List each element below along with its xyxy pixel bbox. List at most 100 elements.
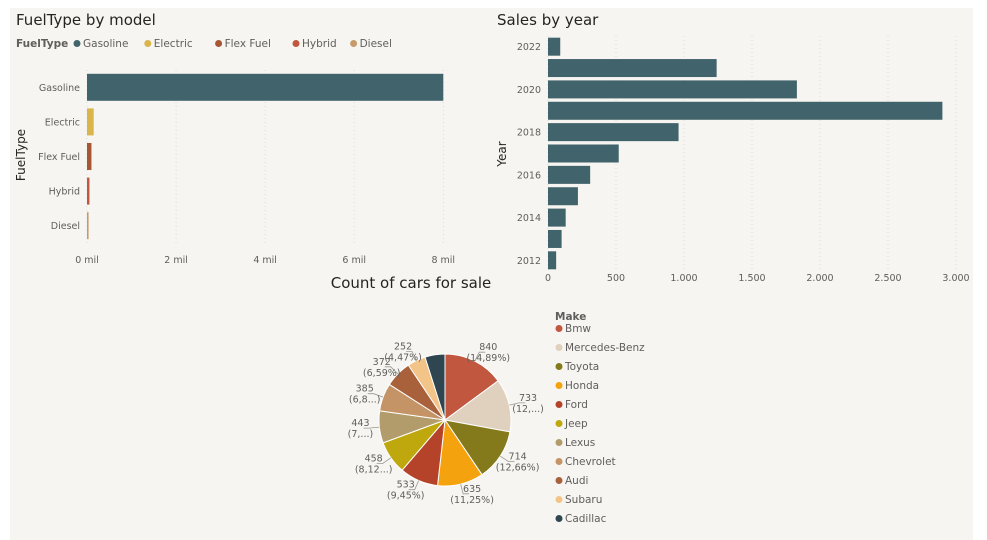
bar-diesel[interactable]: [87, 212, 89, 240]
leader-line: [406, 351, 417, 361]
y-tick-label: 2014: [517, 213, 541, 224]
y-axis-title: Year: [495, 141, 509, 167]
y-tick-label: 2018: [517, 128, 541, 139]
legend-item-cadillac[interactable]: Cadillac: [565, 513, 607, 525]
bar-gasoline[interactable]: [87, 73, 444, 101]
x-tick-label: 1.000: [670, 273, 697, 284]
data-label-percent: (9,45%): [387, 491, 425, 502]
data-label-value: 840: [479, 342, 497, 353]
data-label-percent: (8,12...): [355, 464, 393, 475]
legend-marker: [555, 458, 563, 465]
legend-item-diesel[interactable]: Diesel: [360, 38, 392, 50]
x-tick-label: 2 mil: [164, 255, 188, 266]
legend-title: FuelType: [16, 38, 68, 50]
bar-year-2017[interactable]: [548, 144, 619, 163]
legend-item-audi[interactable]: Audi: [565, 475, 588, 487]
x-tick-label: 1.500: [738, 273, 765, 284]
bar-year-2022[interactable]: [548, 37, 561, 56]
x-tick-label: 4 mil: [253, 255, 277, 266]
legend-marker: [215, 40, 223, 47]
leader-line: [363, 426, 380, 429]
bar-year-2018[interactable]: [548, 123, 679, 142]
legend-marker: [555, 420, 563, 427]
y-tick-label: Electric: [45, 117, 80, 128]
x-tick-label: 2.000: [806, 273, 833, 284]
legend-marker: [144, 40, 152, 47]
leader-line: [408, 480, 420, 491]
data-label-value: 443: [351, 418, 369, 429]
x-tick-label: 8 mil: [431, 255, 455, 266]
y-tick-label: Gasoline: [39, 83, 80, 94]
x-tick-label: 3.000: [942, 273, 969, 284]
legend-marker: [555, 515, 563, 522]
bar-flex-fuel[interactable]: [87, 143, 92, 170]
bar-year-2020[interactable]: [548, 80, 797, 99]
legend-item-hybrid[interactable]: Hybrid: [302, 38, 337, 50]
legend-marker: [292, 40, 300, 47]
legend-item-lexus[interactable]: Lexus: [565, 437, 595, 449]
leader-line: [384, 366, 399, 375]
leader-line: [376, 457, 392, 464]
y-tick-label: 2022: [517, 42, 541, 53]
legend-marker: [555, 325, 563, 332]
data-label-value: 458: [365, 453, 383, 464]
legend-marker: [350, 40, 358, 47]
leader-line: [460, 484, 470, 495]
leader-line: [509, 402, 526, 406]
x-tick-label: 500: [607, 273, 625, 284]
chart-title: Count of cars for sale: [331, 274, 492, 292]
data-label-percent: (11,25%): [450, 495, 494, 506]
legend-item-honda[interactable]: Honda: [565, 380, 599, 392]
data-label-value: 252: [394, 341, 412, 352]
leader-line: [367, 393, 384, 398]
legend-item-electric[interactable]: Electric: [154, 38, 193, 50]
x-tick-label: 0 mil: [75, 255, 99, 266]
legend-item-toyota[interactable]: Toyota: [564, 361, 599, 373]
data-label-percent: (7,...): [348, 429, 374, 440]
y-axis-title: FuelType: [14, 129, 28, 181]
y-tick-label: Diesel: [51, 221, 80, 232]
chart-title: FuelType by model: [16, 11, 156, 29]
legend-item-gasoline[interactable]: Gasoline: [83, 38, 128, 50]
bar-year-2016[interactable]: [548, 165, 591, 184]
legend-item-flex-fuel[interactable]: Flex Fuel: [225, 38, 271, 50]
bar-year-2015[interactable]: [548, 187, 578, 206]
legend-item-mercedes-benz[interactable]: Mercedes-Benz: [565, 342, 645, 354]
bar-year-2012[interactable]: [548, 251, 557, 270]
bar-year-2019[interactable]: [548, 101, 943, 120]
data-label-percent: (14,89%): [466, 353, 510, 364]
data-label-percent: (12,66%): [496, 463, 540, 474]
legend-marker: [555, 382, 563, 389]
data-label-percent: (6,8...): [349, 395, 381, 406]
legend-marker: [555, 363, 563, 370]
y-tick-label: 2012: [517, 256, 541, 267]
bar-electric[interactable]: [87, 108, 94, 136]
pie-slice-cadillac[interactable]: [424, 353, 446, 421]
chart-title: Sales by year: [497, 11, 599, 29]
bar-hybrid[interactable]: [87, 177, 90, 205]
x-tick-label: 6 mil: [342, 255, 366, 266]
bar-year-2013[interactable]: [548, 229, 562, 248]
data-label-percent: (4,47%): [384, 352, 422, 363]
y-tick-label: Flex Fuel: [38, 152, 80, 163]
legend-marker: [555, 439, 563, 446]
data-label-value: 733: [519, 393, 537, 404]
data-label-value: 372: [373, 357, 391, 368]
pie-slice-bmw[interactable]: [444, 353, 499, 421]
data-label-percent: (12,...): [512, 404, 544, 415]
legend-marker: [555, 477, 563, 484]
legend-item-chevrolet[interactable]: Chevrolet: [565, 456, 616, 468]
x-tick-label: 2.500: [874, 273, 901, 284]
legend-item-ford[interactable]: Ford: [565, 399, 588, 411]
bar-year-2021[interactable]: [548, 59, 717, 78]
y-tick-label: Hybrid: [49, 187, 80, 198]
data-label-value: 385: [356, 384, 374, 395]
legend-marker: [555, 344, 563, 351]
legend-item-subaru[interactable]: Subaru: [565, 494, 602, 506]
legend-item-jeep[interactable]: Jeep: [564, 418, 588, 430]
bar-year-2014[interactable]: [548, 208, 566, 227]
legend-item-bmw[interactable]: Bmw: [565, 323, 591, 335]
legend-marker: [555, 496, 563, 503]
leader-line: [474, 351, 486, 362]
